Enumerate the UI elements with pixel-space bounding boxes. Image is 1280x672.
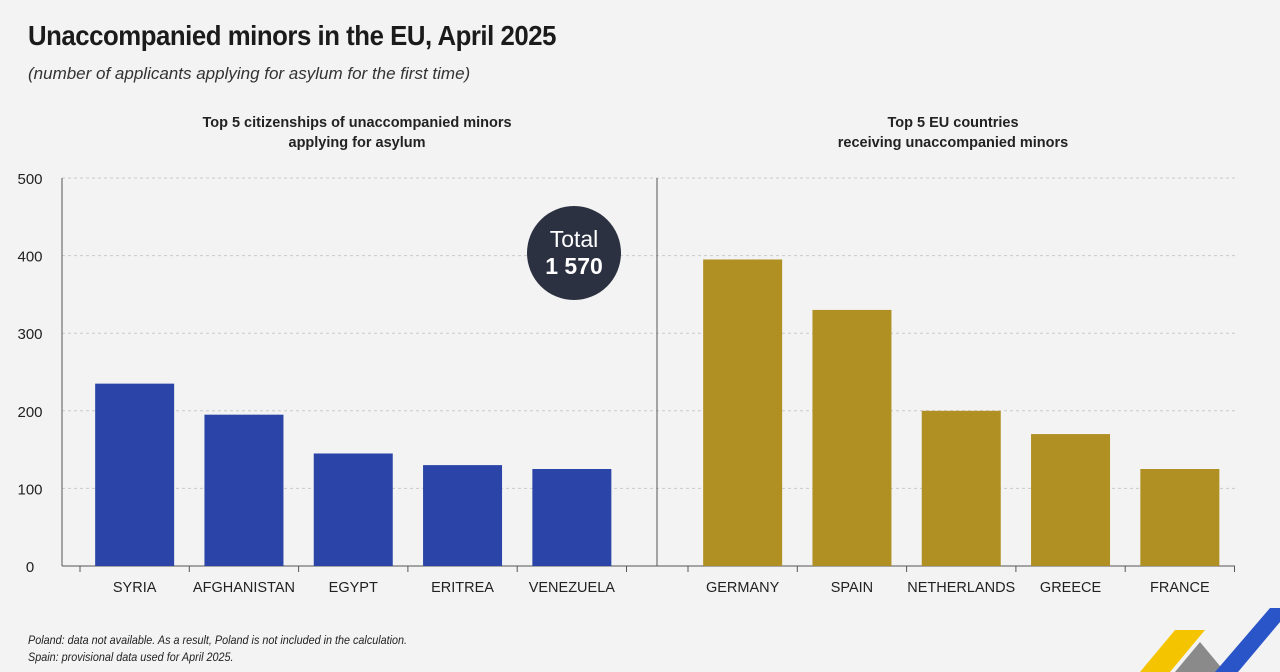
y-tick-label: 300 xyxy=(17,326,42,343)
footnote-spain: Spain: provisional data used for April 2… xyxy=(28,650,234,664)
y-tick-label: 0 xyxy=(26,559,34,576)
x-tick-label: ERITREA xyxy=(431,580,494,596)
eurostat-logo xyxy=(1140,608,1280,672)
x-tick-label: SYRIA xyxy=(113,580,157,596)
left-panel-title-line1: Top 5 citizenships of unaccompanied mino… xyxy=(202,115,512,131)
right-panel-title-line2: receiving unaccompanied minors xyxy=(837,135,1069,151)
x-tick-label: VENEZUELA xyxy=(529,580,616,596)
x-tick-label: GERMANY xyxy=(706,580,780,596)
x-tick-label: NETHERLANDS xyxy=(907,580,1015,596)
footnote-poland: Poland: data not available. As a result,… xyxy=(28,633,408,647)
total-label: Total xyxy=(549,226,599,252)
right-panel-title: Top 5 EU countries receiving unaccompani… xyxy=(743,113,1163,153)
y-tick-label: 400 xyxy=(17,249,42,266)
chart-title: Unaccompanied minors in the EU, April 20… xyxy=(28,20,556,51)
bar-egypt xyxy=(313,453,393,566)
bar-eritrea xyxy=(423,465,503,566)
x-tick-label: SPAIN xyxy=(831,580,873,596)
y-tick-label: 200 xyxy=(17,404,42,421)
bar-germany xyxy=(703,259,783,566)
x-tick-label: EGYPT xyxy=(329,580,378,596)
logo-grey-shape xyxy=(1175,642,1225,672)
right-panel-title-line1: Top 5 EU countries xyxy=(887,115,1019,131)
logo-yellow-shape xyxy=(1140,630,1205,672)
bar-venezuela xyxy=(532,469,612,566)
chart-subtitle: (number of applicants applying for asylu… xyxy=(28,64,471,83)
y-tick-label: 100 xyxy=(17,481,42,498)
bar-syria xyxy=(95,383,175,566)
bar-spain xyxy=(812,309,892,566)
total-value: 1 570 xyxy=(545,253,603,279)
logo-blue-shape xyxy=(1215,608,1280,672)
x-tick-label: FRANCE xyxy=(1150,580,1210,596)
bar-netherlands xyxy=(921,410,1001,566)
y-tick-label: 500 xyxy=(17,171,42,188)
bar-afghanistan xyxy=(204,414,284,566)
footnotes: Poland: data not available. As a result,… xyxy=(28,632,407,666)
bar-france xyxy=(1140,469,1220,566)
left-panel-title-line2: applying for asylum xyxy=(288,135,426,151)
bar-greece xyxy=(1031,434,1111,566)
total-badge: Total 1 570 xyxy=(527,206,621,300)
left-panel-title: Top 5 citizenships of unaccompanied mino… xyxy=(147,113,567,153)
x-tick-label: GREECE xyxy=(1040,580,1102,596)
x-tick-label: AFGHANISTAN xyxy=(193,580,295,596)
